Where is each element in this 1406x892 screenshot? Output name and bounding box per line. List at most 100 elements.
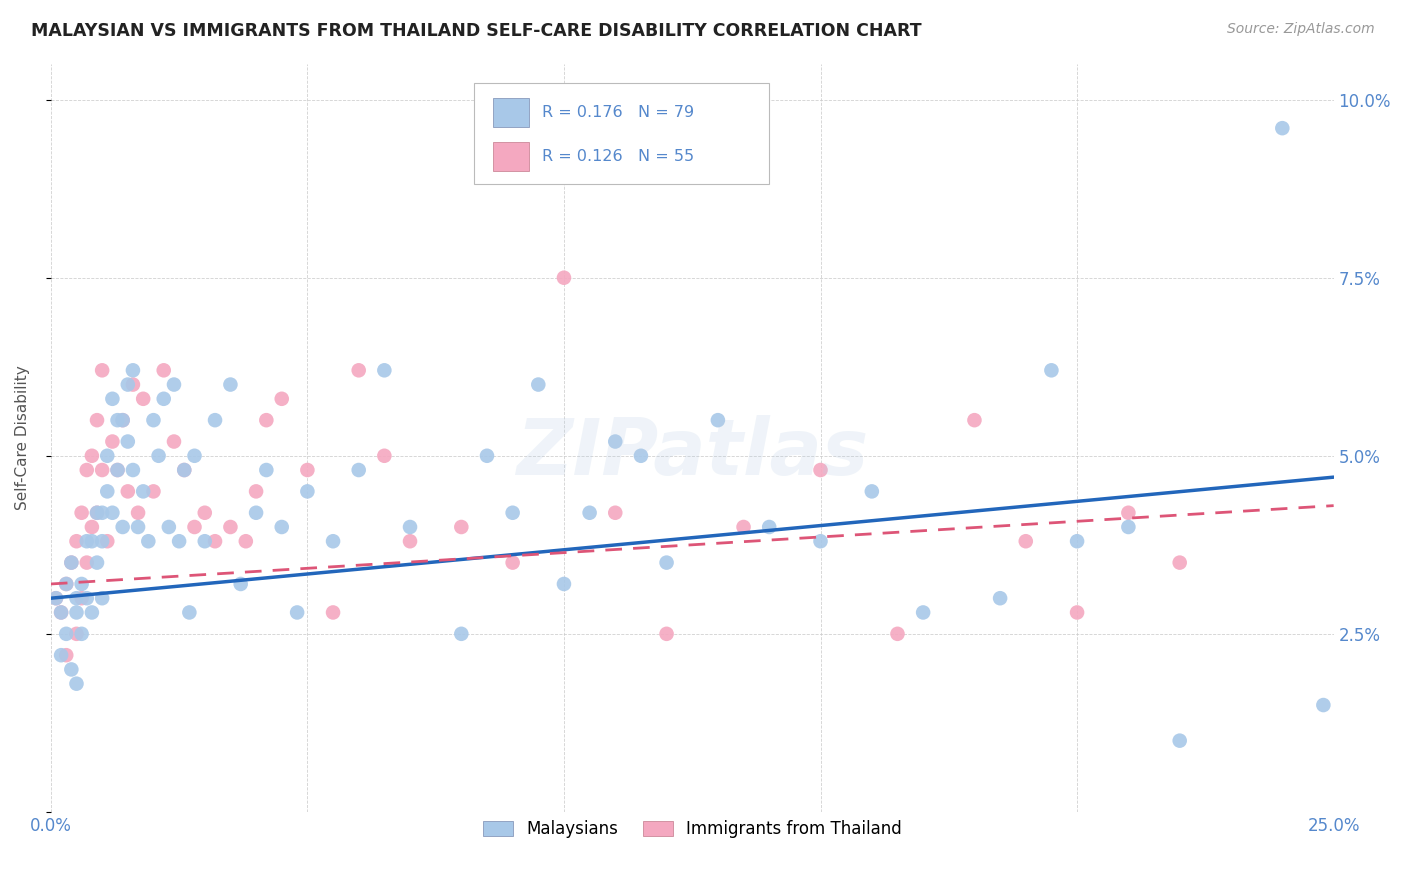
Point <box>245 506 267 520</box>
Point <box>148 449 170 463</box>
Point <box>55 648 77 663</box>
Point <box>204 413 226 427</box>
Point <box>655 556 678 570</box>
Point <box>270 392 292 406</box>
Point <box>322 606 344 620</box>
Point <box>1066 606 1088 620</box>
Point <box>65 606 87 620</box>
Point <box>194 506 217 520</box>
Point <box>91 534 114 549</box>
Point <box>117 484 139 499</box>
Point <box>45 591 67 606</box>
Point <box>1015 534 1038 549</box>
Point <box>111 413 134 427</box>
Point <box>65 627 87 641</box>
Point <box>733 520 755 534</box>
Point <box>132 392 155 406</box>
Text: ZIPatlas: ZIPatlas <box>516 415 869 491</box>
Point <box>163 377 186 392</box>
Point <box>502 506 524 520</box>
Point <box>605 434 627 449</box>
Point <box>107 463 129 477</box>
Point <box>204 534 226 549</box>
Point <box>86 506 108 520</box>
Point <box>132 484 155 499</box>
Text: R = 0.176   N = 79: R = 0.176 N = 79 <box>543 105 695 120</box>
Point <box>96 484 118 499</box>
Point <box>91 463 114 477</box>
Point <box>76 591 98 606</box>
Point <box>219 520 242 534</box>
Point <box>142 484 165 499</box>
Point <box>988 591 1011 606</box>
Point <box>254 463 277 477</box>
Point <box>49 606 72 620</box>
Point <box>76 463 98 477</box>
Point <box>502 556 524 570</box>
Point <box>60 662 83 676</box>
Point <box>173 463 195 477</box>
Point <box>117 434 139 449</box>
Point <box>373 363 395 377</box>
Point <box>76 534 98 549</box>
Point <box>399 520 422 534</box>
Point <box>127 520 149 534</box>
Point <box>91 363 114 377</box>
Text: Source: ZipAtlas.com: Source: ZipAtlas.com <box>1227 22 1375 37</box>
Point <box>70 591 93 606</box>
Point <box>475 449 498 463</box>
Point <box>347 363 370 377</box>
Point <box>91 591 114 606</box>
Point <box>163 434 186 449</box>
Point <box>122 363 145 377</box>
Point <box>107 413 129 427</box>
Point <box>55 577 77 591</box>
Point <box>101 392 124 406</box>
Point <box>80 520 103 534</box>
Point <box>49 606 72 620</box>
Point <box>76 556 98 570</box>
Point <box>45 591 67 606</box>
Point <box>245 484 267 499</box>
Point <box>152 363 174 377</box>
Point <box>1118 520 1140 534</box>
Point <box>553 577 575 591</box>
Point <box>86 413 108 427</box>
Point <box>229 577 252 591</box>
Point <box>55 627 77 641</box>
Point <box>60 556 83 570</box>
Point <box>111 520 134 534</box>
Point <box>55 577 77 591</box>
Point <box>152 392 174 406</box>
Legend: Malaysians, Immigrants from Thailand: Malaysians, Immigrants from Thailand <box>475 814 908 845</box>
Point <box>810 534 832 549</box>
Point <box>219 377 242 392</box>
Point <box>886 627 908 641</box>
Point <box>605 506 627 520</box>
Point <box>127 506 149 520</box>
Point <box>65 534 87 549</box>
Point <box>347 463 370 477</box>
Point <box>179 606 201 620</box>
Point <box>297 463 319 477</box>
Point <box>183 449 205 463</box>
Point <box>322 534 344 549</box>
Point <box>70 577 93 591</box>
Text: MALAYSIAN VS IMMIGRANTS FROM THAILAND SELF-CARE DISABILITY CORRELATION CHART: MALAYSIAN VS IMMIGRANTS FROM THAILAND SE… <box>31 22 921 40</box>
Point <box>285 606 308 620</box>
Bar <box>494 143 529 170</box>
Point <box>1168 556 1191 570</box>
Point <box>101 434 124 449</box>
Point <box>122 463 145 477</box>
Point <box>810 463 832 477</box>
Point <box>553 270 575 285</box>
Point <box>80 449 103 463</box>
Point <box>70 627 93 641</box>
Point <box>122 377 145 392</box>
Point <box>117 377 139 392</box>
Point <box>1040 363 1063 377</box>
Point <box>111 413 134 427</box>
Point <box>65 591 87 606</box>
Point <box>860 484 883 499</box>
Point <box>91 506 114 520</box>
